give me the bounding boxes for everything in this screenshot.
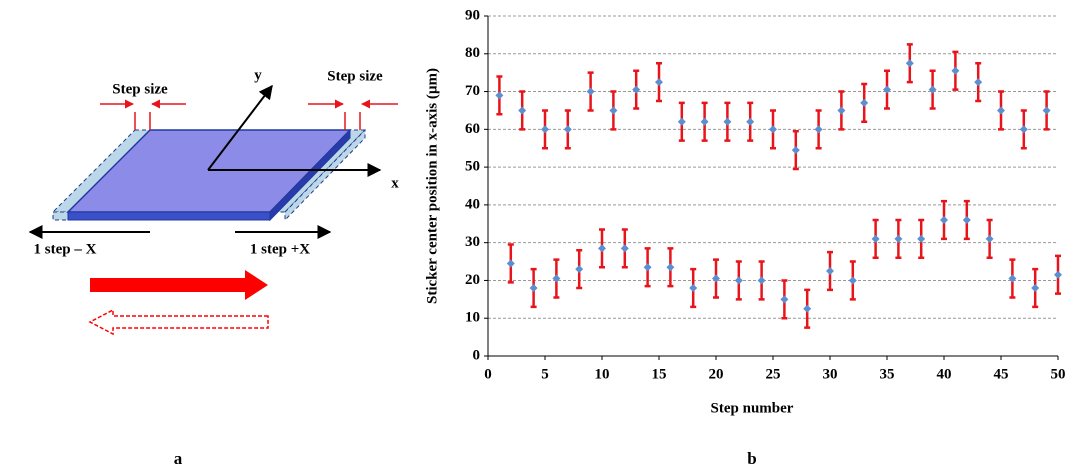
data-point — [883, 85, 891, 94]
y-axis-title: Sticker center position in x-axis (µm) — [424, 68, 440, 304]
data-point — [757, 276, 766, 285]
data-point — [746, 117, 755, 126]
y-tick-label: 90 — [465, 7, 480, 23]
x-tick-label: 20 — [709, 366, 724, 382]
label: 1 step – X — [34, 241, 97, 257]
data-point — [985, 234, 994, 243]
data-point — [609, 106, 618, 115]
data-point — [563, 125, 572, 134]
x-tick-label: 0 — [484, 366, 492, 382]
data-point — [712, 274, 720, 283]
data-point — [951, 66, 960, 75]
data-point — [962, 216, 971, 224]
label: x — [391, 175, 399, 191]
diagram: Step size Step size y x 1 step – X 1 ste… — [28, 67, 399, 336]
x-tick-label: 40 — [937, 366, 952, 382]
data-point — [860, 98, 869, 107]
y-tick-label: 0 — [473, 347, 481, 363]
data-point — [506, 259, 515, 268]
y-axis-arrow — [207, 84, 273, 171]
data-point — [974, 78, 983, 87]
y-tick-label: 30 — [465, 234, 480, 250]
data-point — [518, 106, 527, 115]
x-tick-label: 5 — [541, 366, 549, 382]
data-point — [1031, 284, 1040, 292]
data-point — [700, 117, 709, 126]
label: Step size — [327, 68, 383, 84]
data-point — [871, 234, 880, 243]
y-tick-label: 80 — [465, 45, 480, 61]
label: y — [254, 67, 262, 83]
y-tick-label: 20 — [465, 272, 480, 288]
data-point — [1019, 125, 1028, 134]
data-point — [905, 59, 914, 68]
x-tick-label: 30 — [823, 366, 838, 382]
data-point — [997, 106, 1005, 115]
y-tick-label: 70 — [465, 83, 480, 99]
data-point — [723, 117, 732, 126]
x-tick-label: 45 — [994, 366, 1009, 382]
x-axis-title: Step number — [711, 400, 794, 416]
data-point — [826, 267, 834, 275]
x-tick-label: 25 — [766, 366, 781, 382]
label: Step size — [112, 81, 168, 97]
data-point — [632, 85, 641, 94]
data-point — [917, 234, 926, 243]
data-point — [780, 295, 789, 304]
data-point — [677, 117, 686, 126]
data-point — [1054, 270, 1062, 279]
y-tick-label: 10 — [465, 310, 480, 326]
x-tick-label: 10 — [595, 366, 610, 382]
data-point — [620, 244, 629, 253]
data-point — [666, 263, 675, 272]
data-point — [495, 91, 504, 100]
y-tick-label: 50 — [465, 159, 480, 175]
ghost-right-edge — [284, 128, 366, 222]
data-point — [791, 146, 800, 155]
data-point — [575, 265, 584, 274]
data-point — [643, 263, 652, 272]
data-point — [734, 276, 743, 285]
x-tick-label: 35 — [880, 366, 895, 382]
data-point — [1042, 106, 1051, 115]
x-tick-label: 50 — [1051, 366, 1066, 382]
data-point — [894, 234, 903, 243]
data-point — [928, 85, 937, 94]
label: 1 step +X — [250, 241, 310, 257]
data-point — [529, 284, 538, 292]
data-point — [552, 274, 561, 283]
plate-front — [67, 211, 271, 221]
data-point — [848, 276, 857, 285]
plate-side — [269, 128, 351, 222]
forward-arrow — [90, 270, 268, 300]
panel-label: a — [174, 449, 183, 468]
data-point — [1008, 274, 1017, 283]
data-point — [586, 87, 595, 96]
data-point — [769, 125, 777, 134]
data-point — [541, 125, 549, 134]
y-tick-label: 40 — [465, 196, 480, 212]
backward-arrow — [88, 308, 269, 336]
data-point — [814, 125, 823, 134]
data-point — [689, 284, 698, 292]
data-point — [940, 216, 948, 224]
y-tick-label: 60 — [465, 121, 480, 137]
data-point — [655, 78, 663, 87]
x-tick-label: 15 — [652, 366, 667, 382]
data-point — [837, 106, 846, 115]
data-point — [598, 244, 606, 253]
data-point — [803, 304, 812, 313]
panel-label: b — [747, 449, 756, 468]
